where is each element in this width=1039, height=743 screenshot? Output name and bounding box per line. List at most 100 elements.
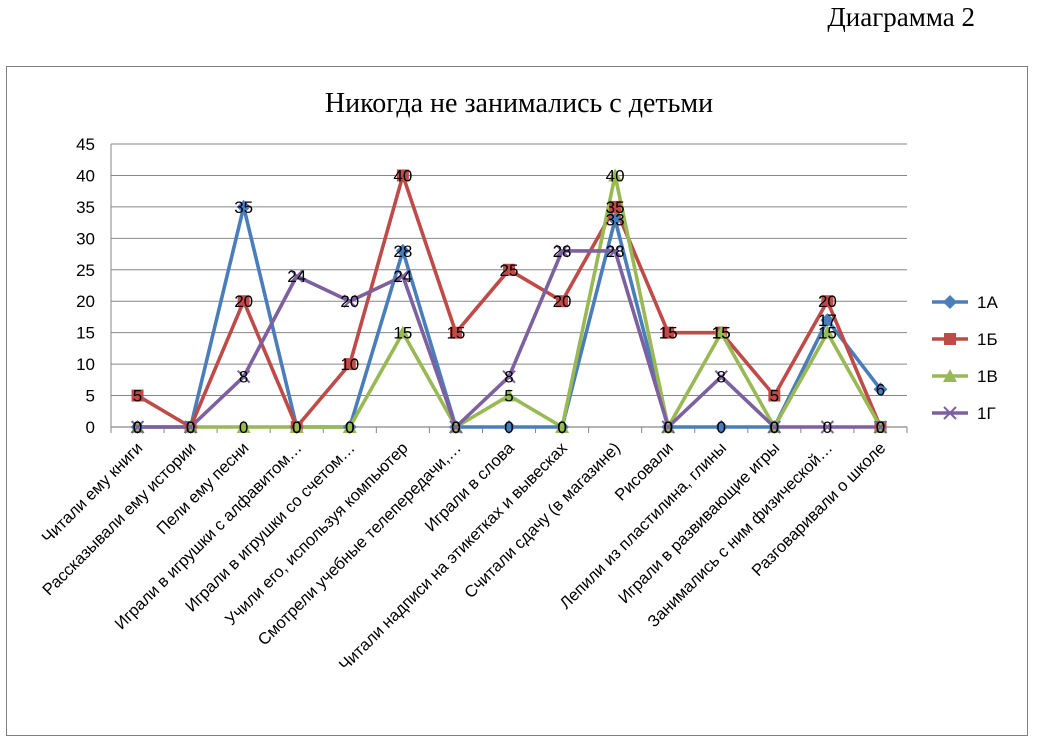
data-label: 0 <box>557 418 566 437</box>
data-point-2 <box>555 420 570 433</box>
data-label: 0 <box>876 418 885 437</box>
data-point-2 <box>236 420 251 433</box>
data-label: 10 <box>340 355 359 374</box>
data-point-3 <box>290 269 304 283</box>
y-tick-label: 5 <box>86 387 95 406</box>
data-label: 15 <box>659 324 678 343</box>
y-tick-label: 10 <box>76 355 95 374</box>
y-tick-label: 45 <box>76 135 95 154</box>
data-point-1 <box>131 389 144 402</box>
data-point-3 <box>820 420 835 434</box>
data-label: 0 <box>876 418 885 437</box>
y-tick-label: 30 <box>76 229 95 248</box>
data-point-3 <box>873 420 888 434</box>
data-label: 0 <box>770 418 779 437</box>
data-point-2 <box>820 325 835 339</box>
data-label: 0 <box>663 418 672 437</box>
data-point-1 <box>609 200 622 213</box>
x-category-label: Пели ему песни <box>153 439 252 538</box>
data-label: 25 <box>500 261 519 280</box>
diagram-caption: Диаграмма 2 <box>827 2 975 32</box>
y-tick-label: 35 <box>76 198 95 217</box>
data-point-0 <box>395 243 410 258</box>
data-point-2 <box>395 325 410 339</box>
legend-marker-3 <box>943 406 957 420</box>
legend-marker-2 <box>943 369 957 382</box>
data-point-3 <box>343 294 357 308</box>
data-label: 20 <box>340 292 359 311</box>
data-point-3 <box>661 420 675 434</box>
data-label: 5 <box>133 387 142 406</box>
data-label: 0 <box>717 418 726 437</box>
data-label: 15 <box>393 324 412 343</box>
data-point-0 <box>820 313 835 328</box>
data-label: 0 <box>451 418 460 437</box>
data-point-2 <box>608 168 623 182</box>
y-tick-label: 40 <box>76 166 95 185</box>
data-label: 0 <box>663 418 672 437</box>
legend-label: 1А <box>977 293 998 312</box>
data-label: 0 <box>770 418 779 437</box>
data-point-3 <box>449 420 463 434</box>
data-label: 28 <box>606 242 625 261</box>
y-tick-label: 15 <box>76 324 95 343</box>
data-point-3 <box>714 369 728 384</box>
data-point-2 <box>502 388 516 402</box>
data-label: 15 <box>818 324 837 343</box>
data-label: 35 <box>234 198 253 217</box>
data-label: 0 <box>292 418 301 437</box>
legend-label: 1Г <box>977 404 996 423</box>
data-label: 8 <box>239 368 248 387</box>
data-label: 0 <box>823 418 832 437</box>
y-tick-label: 20 <box>76 292 95 311</box>
data-point-3 <box>130 420 145 434</box>
data-label: 0 <box>345 418 354 437</box>
x-category-label: Играли в игрушки с алфавитом… <box>111 439 305 633</box>
legend-marker-1 <box>944 333 956 345</box>
data-point-2 <box>342 420 357 433</box>
data-point-3 <box>608 244 622 258</box>
data-label: 0 <box>186 418 195 437</box>
y-tick-label: 25 <box>76 261 95 280</box>
data-label: 0 <box>239 418 248 437</box>
data-label: 20 <box>553 292 572 311</box>
data-label: 28 <box>553 242 572 261</box>
data-label: 0 <box>186 418 195 437</box>
data-label: 0 <box>292 418 301 437</box>
data-label: 15 <box>446 324 465 343</box>
data-point-1 <box>768 389 781 402</box>
data-label: 5 <box>504 387 513 406</box>
legend-label: 1В <box>977 367 998 386</box>
x-category-label: Читали ему книги <box>39 439 147 547</box>
data-label: 0 <box>186 418 195 437</box>
data-point-1 <box>556 295 569 308</box>
data-label: 35 <box>606 198 625 217</box>
data-label: 6 <box>876 380 885 399</box>
legend-label: 1Б <box>977 330 998 349</box>
data-point-3 <box>236 369 251 384</box>
data-point-2 <box>289 420 304 433</box>
data-point-2 <box>714 325 729 339</box>
y-tick-label: 0 <box>86 418 95 437</box>
data-point-3 <box>555 244 569 258</box>
data-label: 0 <box>663 418 672 437</box>
data-point-3 <box>767 420 782 434</box>
data-label: 5 <box>770 387 779 406</box>
data-point-1 <box>449 326 462 339</box>
data-point-3 <box>502 369 516 384</box>
data-label: 0 <box>345 418 354 437</box>
data-label: 0 <box>133 418 142 437</box>
data-point-1 <box>662 326 675 339</box>
data-label: 15 <box>712 324 731 343</box>
data-label: 0 <box>451 418 460 437</box>
data-point-3 <box>396 269 410 283</box>
data-label: 40 <box>393 166 412 185</box>
data-point-1 <box>343 358 356 371</box>
data-label: 40 <box>606 166 625 185</box>
data-point-0 <box>714 420 729 434</box>
data-label: 0 <box>557 418 566 437</box>
data-label: 15 <box>712 324 731 343</box>
data-label: 0 <box>133 418 142 437</box>
data-label: 28 <box>393 242 412 261</box>
